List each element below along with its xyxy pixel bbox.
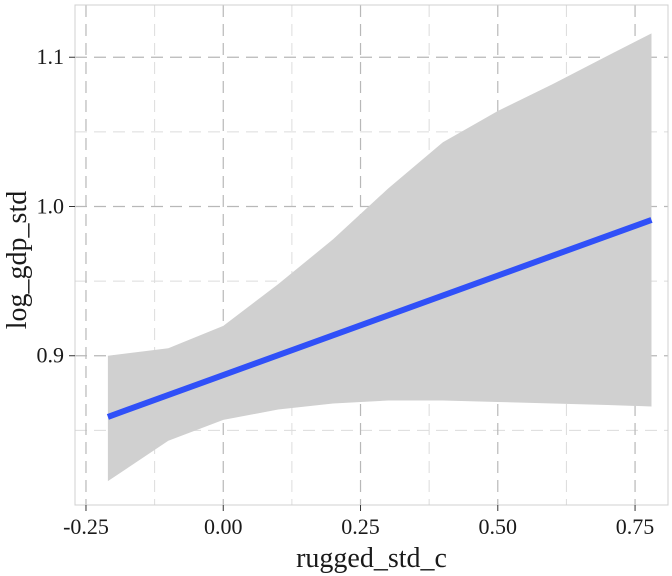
y-tick-label: 1.1 — [37, 44, 65, 69]
y-tick-label: 0.9 — [37, 343, 65, 368]
x-tick-label: -0.25 — [63, 514, 109, 539]
axis-ticks — [69, 56, 636, 511]
x-tick-label: 0.75 — [616, 514, 655, 539]
x-axis-title: rugged_std_c — [296, 543, 447, 574]
panel-border — [74, 4, 669, 506]
fit-line — [106, 217, 653, 420]
tick-labels: -0.25 0.00 0.25 0.50 0.75 0.9 1.0 1.1 — [37, 44, 655, 539]
y-axis-title: log_gdp_std — [2, 191, 33, 329]
confidence-band — [107, 33, 652, 482]
y-tick-label: 1.0 — [37, 193, 65, 218]
x-tick-label: 0.50 — [479, 514, 518, 539]
x-tick-label: 0.00 — [204, 514, 243, 539]
x-tick-label: 0.25 — [341, 514, 380, 539]
